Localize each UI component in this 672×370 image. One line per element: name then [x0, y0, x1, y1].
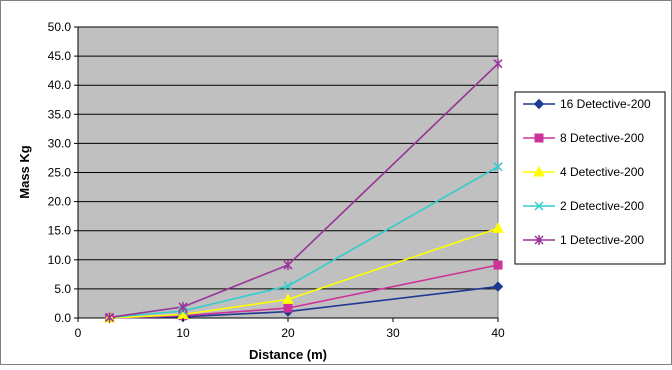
x-tick-label-2: 20 — [281, 326, 295, 340]
series-1-point-3-shape — [493, 260, 503, 270]
series-lines — [109, 63, 499, 319]
legend-swatch-marker-3-stroke-b — [534, 201, 544, 211]
legend-label-0: 16 Detective-200 — [560, 97, 651, 111]
series-4-point-2 — [283, 260, 293, 271]
legend-item-4: 1 Detective-200 — [523, 233, 644, 247]
series-2-point-3 — [492, 222, 504, 233]
legend: 16 Detective-200 8 Detective-200 4 Detecti… — [514, 91, 666, 265]
y-tick-label-0: 0.0 — [54, 311, 71, 325]
series-2-point-2-shape — [282, 293, 294, 304]
x-tick-label-3: 30 — [386, 326, 400, 340]
y-axis-title: Mass Kg — [17, 145, 32, 199]
series-line-2 — [109, 227, 499, 319]
legend-swatch-marker-0-shape — [533, 98, 545, 110]
legend-box — [514, 91, 666, 265]
legend-label-1: 8 Detective-200 — [560, 131, 644, 145]
series-0-point-3 — [492, 281, 504, 292]
legend-swatch-marker-1-shape — [534, 133, 544, 143]
y-tick-label-2: 10.0 — [48, 253, 72, 267]
series-0-point-3-shape — [492, 281, 504, 292]
y-tick-label-10: 50.0 — [48, 20, 72, 34]
y-tick-label-6: 30.0 — [48, 136, 72, 150]
series-3-point-3-stroke-b — [493, 162, 503, 172]
y-axis-ticks: 0.0 5.0 10.0 15.0 20.0 25.0 30.0 35.0 40.0 45.0 50… — [48, 20, 78, 325]
series-3-point-2-stroke-b — [283, 281, 293, 291]
x-axis-title: Distance (m) — [249, 347, 327, 362]
series-4-point-3 — [493, 58, 503, 69]
y-tick-label-9: 45.0 — [48, 49, 72, 63]
legend-label-2: 4 Detective-200 — [560, 165, 644, 179]
legend-swatch-marker-1 — [534, 133, 544, 143]
legend-item-2: 4 Detective-200 — [523, 165, 644, 179]
y-tick-label-1: 5.0 — [54, 282, 71, 296]
legend-item-3: 2 Detective-200 — [523, 199, 644, 213]
legend-swatch-marker-0 — [533, 98, 545, 110]
series-1-point-2 — [283, 303, 293, 313]
legend-item-1: 8 Detective-200 — [523, 131, 644, 145]
x-tick-label-0: 0 — [75, 326, 82, 340]
series-1-point-2-shape — [283, 303, 293, 313]
series-1-point-3 — [493, 260, 503, 270]
x-axis-ticks: 0 10 20 30 40 — [75, 318, 505, 340]
y-tick-label-8: 40.0 — [48, 78, 72, 92]
series-line-3 — [109, 166, 499, 319]
series-4-point-1 — [178, 301, 188, 312]
y-tick-label-3: 15.0 — [48, 224, 72, 238]
legend-swatch-marker-4 — [534, 235, 544, 245]
x-tick-label-1: 10 — [176, 326, 190, 340]
legend-swatch-marker-3 — [534, 201, 544, 211]
series-line-4 — [109, 63, 499, 319]
legend-swatch-marker-2 — [533, 165, 545, 177]
legend-item-0: 16 Detective-200 — [523, 97, 651, 111]
legend-swatch-marker-2-shape — [533, 165, 545, 177]
legend-label-3: 2 Detective-200 — [560, 199, 644, 213]
series-3-point-2 — [283, 281, 293, 291]
series-markers — [103, 58, 504, 324]
series-2-point-3-shape — [492, 222, 504, 233]
legend-items: 16 Detective-200 8 Detective-200 4 Detecti… — [523, 97, 651, 247]
series-3-point-3 — [493, 162, 503, 172]
legend-label-4: 1 Detective-200 — [560, 233, 644, 247]
series-2-point-2 — [282, 293, 294, 304]
y-tick-label-5: 25.0 — [48, 166, 72, 180]
y-tick-label-7: 35.0 — [48, 107, 72, 121]
series-4-point-0 — [104, 312, 115, 323]
y-tick-label-4: 20.0 — [48, 195, 72, 209]
x-tick-label-4: 40 — [491, 326, 505, 340]
